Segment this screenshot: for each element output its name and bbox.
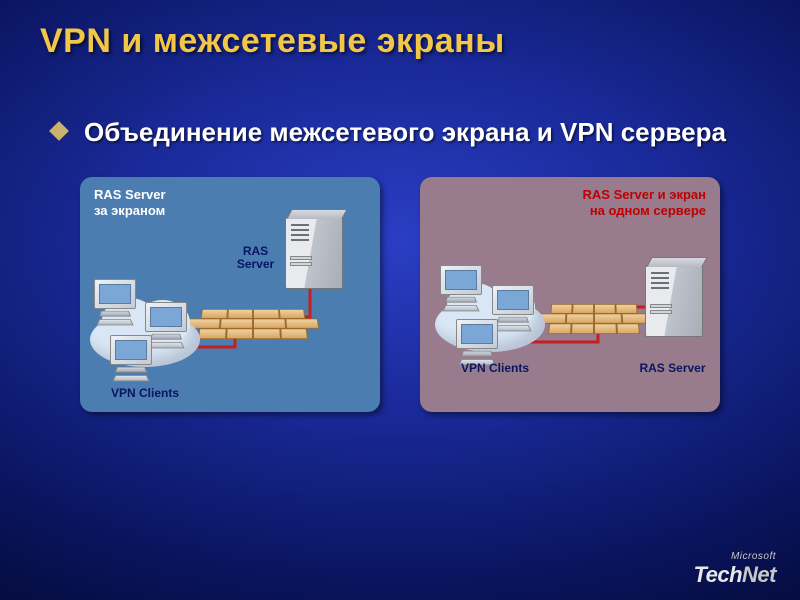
label-ras-server: RAS Server [630, 362, 715, 376]
technet-logo: Microsoft TechNet [694, 551, 776, 588]
server-icon [285, 217, 343, 289]
label-ras-server: RAS Server [228, 245, 283, 273]
label-vpn-clients: VPN Clients [450, 362, 540, 376]
panel-right-title: RAS Server и экран на одном сервере [583, 187, 706, 220]
bullet-text: Объединение межсетевого экрана и VPN сер… [84, 116, 726, 149]
server-icon [645, 265, 703, 337]
label-vpn-clients: VPN Clients [100, 387, 190, 401]
panel-ras-on-firewall: RAS Server и экран на одном сервере RAS … [420, 177, 720, 412]
panel-ras-behind-firewall: RAS Server за экраном RAS Server VPN Cli… [80, 177, 380, 412]
slide-title: VPN и межсетевые экраны [0, 0, 800, 61]
pc-icon [440, 265, 482, 310]
bullet-diamond-icon [49, 121, 69, 141]
bullet-row: Объединение межсетевого экрана и VPN сер… [0, 61, 800, 149]
pc-icon [94, 279, 136, 324]
logo-tech: Tech [694, 562, 743, 587]
pc-icon [110, 335, 152, 380]
pc-icon [456, 319, 498, 364]
diagram-panels: RAS Server за экраном RAS Server VPN Cli… [0, 177, 800, 412]
firewall-icon [198, 309, 308, 339]
panel-left-title: RAS Server за экраном [94, 187, 166, 220]
firewall-icon [548, 304, 640, 334]
logo-microsoft: Microsoft [694, 551, 776, 562]
logo-net: Net [742, 562, 776, 587]
pc-icon [492, 285, 534, 330]
